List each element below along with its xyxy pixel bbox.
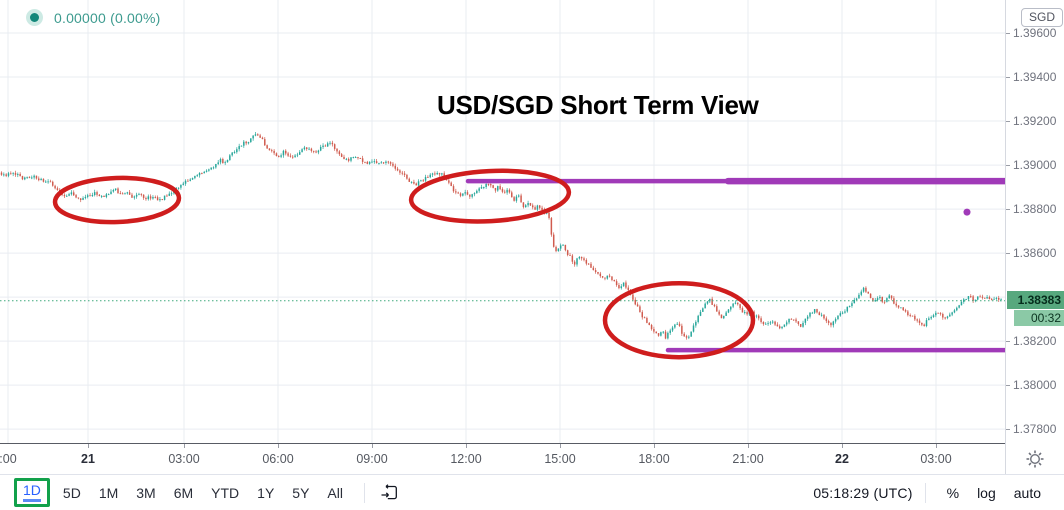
- price-tick-label: 1.37800: [1006, 422, 1056, 436]
- range-button-all[interactable]: All: [327, 484, 343, 501]
- red-ellipse-annotation: [602, 280, 756, 360]
- time-tick: [748, 444, 749, 448]
- currency-badge[interactable]: SGD: [1021, 8, 1064, 27]
- time-tick-label: 15:00: [544, 452, 576, 466]
- red-ellipse-annotation: [408, 168, 572, 224]
- price-tick-label: 1.38000: [1006, 378, 1056, 392]
- time-tick-label: 03:00: [168, 452, 200, 466]
- last-price-label: 1.38383: [1007, 291, 1064, 309]
- chart-title: USD/SGD Short Term View: [437, 90, 759, 120]
- range-button-1d[interactable]: 1D: [23, 482, 41, 498]
- price-tick-label: 1.39400: [1006, 70, 1056, 84]
- price-tick-label: 1.39600: [1006, 26, 1056, 40]
- percent-scale-button[interactable]: %: [946, 484, 960, 501]
- range-button-1y[interactable]: 1Y: [257, 484, 275, 501]
- price-tick-label: 1.39200: [1006, 114, 1056, 128]
- time-tick: [842, 444, 843, 448]
- time-tick-label: 09:00: [356, 452, 388, 466]
- active-range-indicator: [22, 499, 41, 502]
- time-tick: [278, 444, 279, 448]
- time-tick-label: 06:00: [262, 452, 294, 466]
- time-tick-label: 03:00: [920, 452, 952, 466]
- time-tick: [560, 444, 561, 448]
- auto-scale-button[interactable]: auto: [1013, 484, 1041, 501]
- price-tick-label: 1.39000: [1006, 158, 1056, 172]
- range-button-5y[interactable]: 5Y: [292, 484, 310, 501]
- grid: [0, 0, 1005, 443]
- toolbar-divider: [924, 482, 926, 503]
- time-tick: [184, 444, 185, 448]
- price-chart[interactable]: [0, 0, 1005, 443]
- range-button-1m[interactable]: 1M: [98, 484, 119, 501]
- range-button-ytd[interactable]: YTD: [211, 484, 240, 501]
- gear-icon[interactable]: [1025, 449, 1045, 469]
- range-button-6m[interactable]: 6M: [173, 484, 194, 501]
- axis-settings-cell: [1005, 443, 1064, 474]
- symbol-overlay: 0.00000 (0.00%): [26, 9, 161, 26]
- time-tick: [936, 444, 937, 448]
- toolbar-divider: [363, 482, 365, 503]
- symbol-marker-icon: [26, 9, 43, 26]
- price-axis[interactable]: SGD 00:32 1.39600 1.39400 1.39200 1.39000 1.…: [1005, 0, 1064, 474]
- time-tick-label: 18:00: [638, 452, 670, 466]
- annotation-highlight-box: 1D: [14, 478, 50, 507]
- time-tick-label: 21: [81, 452, 95, 466]
- bottom-toolbar: 1D 5D 1M 3M 6M YTD 1Y 5Y All 05:18:29 (UTC) % lo…: [0, 474, 1064, 510]
- time-tick: [466, 444, 467, 448]
- go-to-date-icon[interactable]: [377, 480, 403, 506]
- range-button-3m[interactable]: 3M: [136, 484, 156, 501]
- time-tick-label: 22: [835, 452, 849, 466]
- price-change-readout: 0.00000 (0.00%): [54, 9, 161, 26]
- price-tick-label: 1.38200: [1006, 334, 1056, 348]
- price-tick-label: 1.38600: [1006, 246, 1056, 260]
- purple-dot-annotation: [963, 208, 971, 216]
- time-tick-label: :00: [0, 452, 17, 466]
- red-ellipse-annotation: [52, 175, 182, 225]
- time-tick: [88, 444, 89, 448]
- time-tick-label: 12:00: [450, 452, 482, 466]
- time-tick-label: 21:00: [732, 452, 764, 466]
- log-scale-button[interactable]: log: [977, 484, 996, 501]
- range-selector: 1D 5D 1M 3M 6M YTD 1Y 5Y All: [14, 478, 352, 507]
- candle-series: [0, 132, 1002, 340]
- ellipse-annotations[interactable]: [52, 167, 756, 360]
- utc-clock[interactable]: 05:18:29 (UTC): [813, 484, 913, 501]
- time-axis[interactable]: :00 21 03:00 06:00 09:00 12:00 15:00 18:00 21:00…: [0, 443, 1005, 475]
- range-button-5d[interactable]: 5D: [62, 484, 81, 501]
- time-tick: [372, 444, 373, 448]
- price-tick-label: 1.38800: [1006, 202, 1056, 216]
- bar-countdown-label: 00:32: [1014, 310, 1064, 326]
- time-tick: [654, 444, 655, 448]
